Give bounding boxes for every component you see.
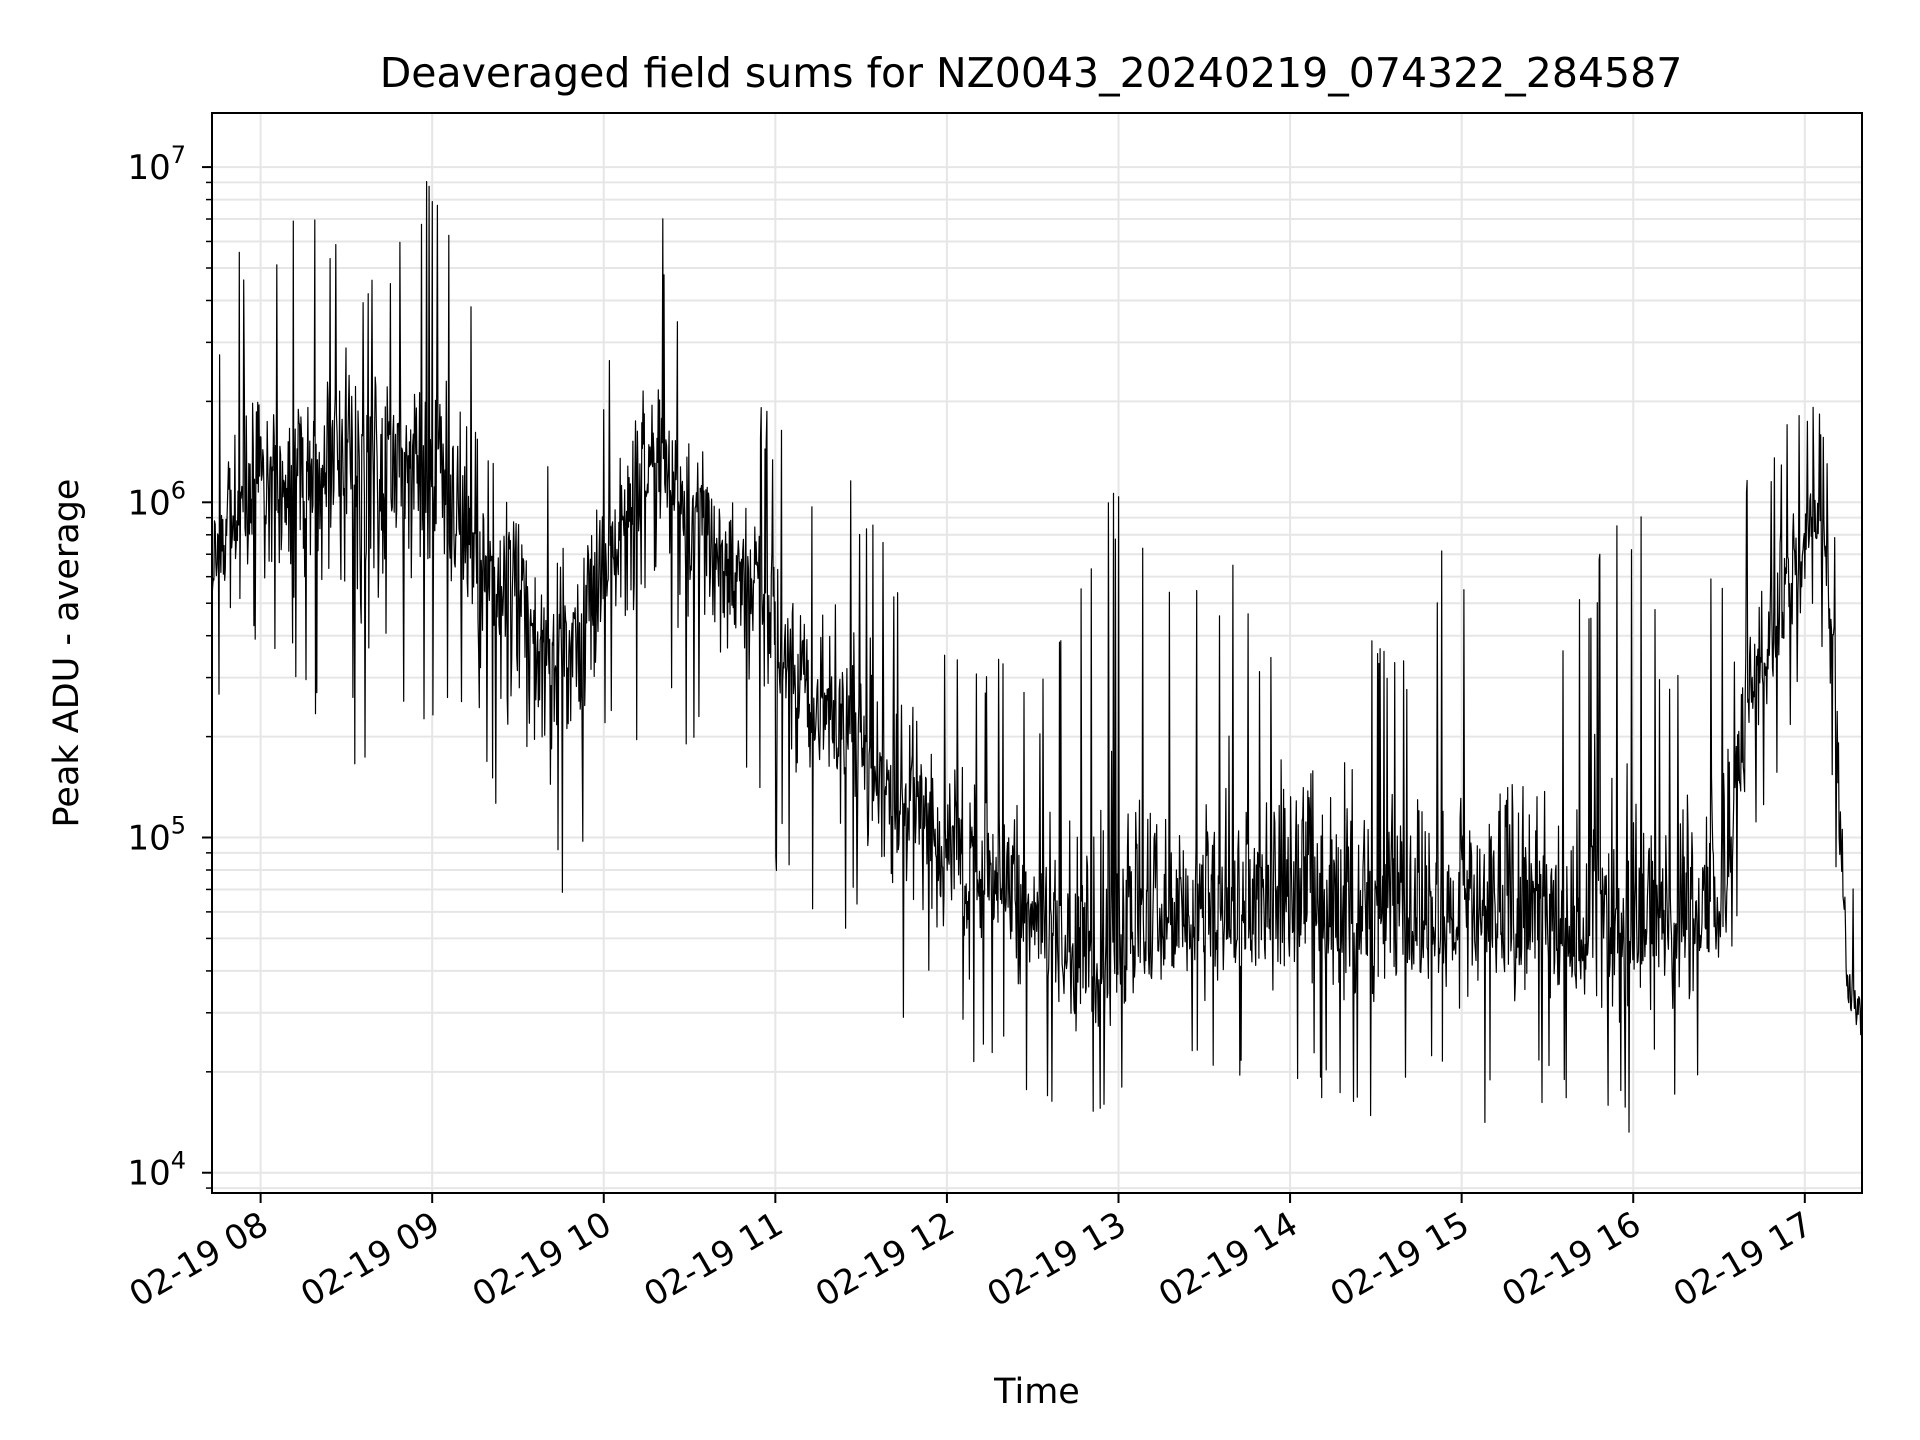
y-tick-exponent: 7 [171,141,186,169]
chart-title: Deaveraged field sums for NZ0043_2024021… [380,49,1683,97]
y-tick-label: 107 [127,141,186,188]
y-tick-base: 10 [127,1154,170,1194]
series-line [211,181,1863,1133]
x-axis-label: Time [993,1372,1080,1412]
y-tick-base: 10 [127,819,170,859]
y-tick-exponent: 6 [171,476,186,504]
y-tick-base: 10 [127,148,170,188]
y-tick-label: 105 [127,812,186,859]
y-tick-exponent: 5 [171,812,186,840]
y-tick-exponent: 4 [171,1147,186,1175]
grid-lines [212,113,1862,1193]
axes-frame [211,112,1863,1194]
y-axis-label: Peak ADU - average [47,479,87,828]
series-line-group [211,181,1863,1133]
y-tick-base: 10 [127,483,170,523]
y-tick-label: 106 [127,476,186,523]
y-tick-label: 104 [127,1147,186,1194]
